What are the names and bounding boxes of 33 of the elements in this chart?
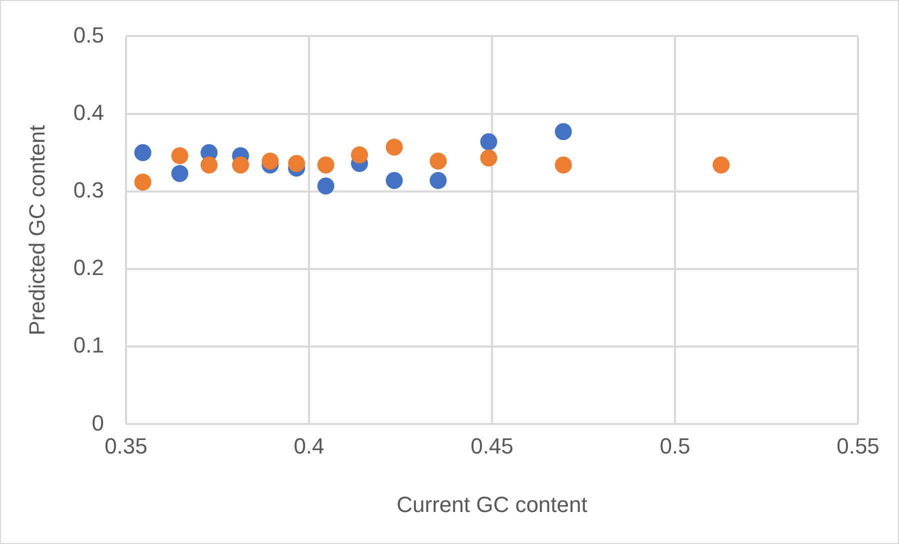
y-tick-label: 0.1	[73, 332, 104, 358]
x-tick-label: 0.4	[294, 433, 324, 458]
point	[171, 147, 188, 164]
y-axis-title: Predicted GC content	[24, 125, 50, 336]
point	[317, 177, 334, 194]
point	[350, 146, 368, 164]
y-tick-label: 0.5	[73, 22, 104, 48]
x-tick-label: 0.55	[836, 433, 880, 458]
point	[134, 144, 152, 162]
y-tick-label: 0	[92, 410, 104, 436]
point	[232, 156, 250, 174]
point	[386, 172, 403, 190]
point	[712, 156, 730, 174]
point	[554, 123, 572, 140]
y-tick-label: 0.2	[73, 255, 104, 280]
point	[386, 138, 403, 156]
point	[288, 154, 306, 172]
x-tick-label: 0.5	[660, 433, 690, 458]
x-tick-label: 0.35	[104, 433, 148, 458]
point	[554, 156, 572, 174]
x-axis-title: Current GC content	[396, 492, 588, 517]
point	[430, 172, 447, 190]
y-tick-label: 0.3	[73, 177, 104, 202]
point	[171, 165, 188, 182]
point	[200, 156, 218, 174]
y-tick-label: 0.4	[73, 100, 104, 125]
point	[317, 156, 334, 174]
point	[480, 150, 498, 167]
point	[134, 174, 152, 191]
x-tick-label: 0.45	[470, 433, 514, 458]
point	[262, 152, 279, 170]
point	[430, 152, 447, 170]
point	[480, 133, 498, 150]
